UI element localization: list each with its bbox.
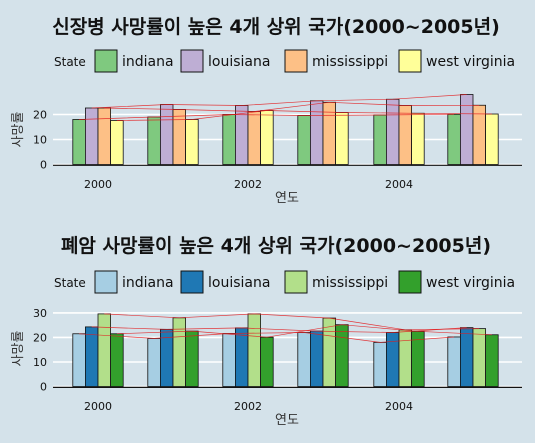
trend-line-mississippi [104, 313, 480, 331]
bar-louisiana-2005 [459, 327, 474, 387]
bar-mississippi-2003 [322, 317, 337, 387]
x-tick-label: 2000 [84, 400, 112, 413]
bar-indiana-2001 [147, 338, 161, 387]
y-tick-label: 0 [40, 159, 47, 172]
bar-louisiana-2003 [309, 330, 324, 387]
bar-louisiana-2000 [85, 107, 99, 165]
y-tick-label: 10 [33, 134, 47, 147]
bar-louisiana-2000 [85, 326, 99, 387]
bar-mississippi-2004 [398, 329, 413, 387]
trend-line-west-virginia [116, 324, 492, 338]
bar-west-virginia-2004 [411, 112, 425, 165]
bar-west-virginia-2005 [485, 113, 499, 165]
legend-label-west-virginia: west virginia [426, 54, 515, 70]
bar-mississippi-2002 [247, 313, 262, 387]
trend-line-indiana [79, 113, 455, 120]
bar-indiana-2002 [222, 114, 236, 165]
bar-louisiana-2004 [385, 332, 400, 387]
chart-panel-2: 폐암 사망률이 높은 4개 상위 국가(2000~2005년) State indi… [11, 235, 522, 428]
bar-louisiana-2001 [159, 104, 174, 165]
trend-line-west-virginia [116, 110, 492, 121]
bar-indiana-2000 [72, 119, 86, 165]
legend-title: State [54, 55, 86, 69]
bar-mississippi-2005 [472, 328, 487, 387]
legend-label-indiana: indiana [122, 275, 174, 291]
bar-mississippi-2001 [172, 109, 187, 165]
legend-label-louisiana: louisiana [208, 275, 270, 291]
bar-west-virginia-2002 [260, 110, 274, 165]
y-tick-label: 30 [33, 307, 47, 320]
y-tick-label: 20 [33, 331, 47, 344]
x-tick-label: 2004 [385, 178, 413, 191]
legend-swatch-louisiana [180, 270, 204, 294]
bar-indiana-2003 [297, 332, 311, 387]
bar-indiana-2002 [222, 333, 236, 387]
legend-title: State [54, 276, 86, 290]
legend-swatch-louisiana [180, 49, 204, 73]
bar-indiana-2003 [297, 115, 311, 165]
bar-west-virginia-2002 [260, 336, 274, 387]
x-tick-label: 2000 [84, 178, 112, 191]
chart-title: 폐암 사망률이 높은 4개 상위 국가(2000~2005년) [61, 235, 491, 257]
bar-west-virginia-2001 [185, 330, 199, 387]
bar-mississippi-2004 [398, 105, 413, 165]
legend-swatch-indiana [94, 270, 118, 294]
bar-mississippi-2000 [97, 313, 112, 387]
legend-swatch-west-virginia [398, 49, 422, 73]
bar-indiana-2001 [147, 116, 161, 165]
bar-west-virginia-2001 [185, 119, 199, 165]
bar-west-virginia-2000 [110, 120, 124, 165]
bar-mississippi-2002 [247, 111, 262, 165]
bar-mississippi-2001 [172, 317, 187, 387]
bar-louisiana-2003 [309, 100, 324, 165]
x-axis-label: 연도 [275, 413, 299, 428]
legend-label-west-virginia: west virginia [426, 275, 515, 291]
trend-line-indiana [79, 332, 455, 343]
bar-west-virginia-2005 [485, 334, 499, 387]
y-axis-label: 사망률 [11, 331, 26, 367]
bar-indiana-2004 [373, 114, 387, 165]
legend-swatch-mississippi [284, 49, 308, 73]
legend-swatch-west-virginia [398, 270, 422, 294]
bar-mississippi-2000 [97, 107, 112, 165]
y-axis-label: 사망률 [11, 112, 26, 148]
chart-title: 신장병 사망률이 높은 4개 상위 국가(2000~2005년) [52, 16, 500, 38]
y-tick-label: 0 [40, 381, 47, 394]
legend-swatch-mississippi [284, 270, 308, 294]
y-tick-label: 20 [33, 109, 47, 122]
trend-line-louisiana [91, 326, 467, 333]
bar-indiana-2005 [447, 113, 461, 165]
bar-louisiana-2002 [234, 327, 249, 387]
x-tick-label: 2002 [234, 178, 262, 191]
legend-label-mississippi: mississippi [312, 275, 388, 291]
trend-line-mississippi [104, 101, 480, 112]
bar-indiana-2005 [447, 336, 461, 387]
bar-west-virginia-2003 [335, 324, 349, 387]
chart-panel-1: 신장병 사망률이 높은 4개 상위 국가(2000~2005년) State ind… [11, 16, 522, 206]
bar-mississippi-2003 [322, 101, 337, 165]
x-tick-label: 2004 [385, 400, 413, 413]
trend-line-louisiana [91, 94, 467, 109]
bar-indiana-2004 [373, 341, 387, 387]
x-tick-label: 2002 [234, 400, 262, 413]
x-axis-label: 연도 [275, 191, 299, 206]
bar-west-virginia-2003 [335, 112, 349, 165]
legend-label-louisiana: louisiana [208, 54, 270, 70]
bar-indiana-2000 [72, 333, 86, 387]
y-tick-label: 10 [33, 356, 47, 369]
bar-west-virginia-2000 [110, 333, 124, 387]
legend-label-mississippi: mississippi [312, 54, 388, 70]
legend-label-indiana: indiana [122, 54, 174, 70]
bar-louisiana-2004 [385, 98, 400, 165]
legend-swatch-indiana [94, 49, 118, 73]
